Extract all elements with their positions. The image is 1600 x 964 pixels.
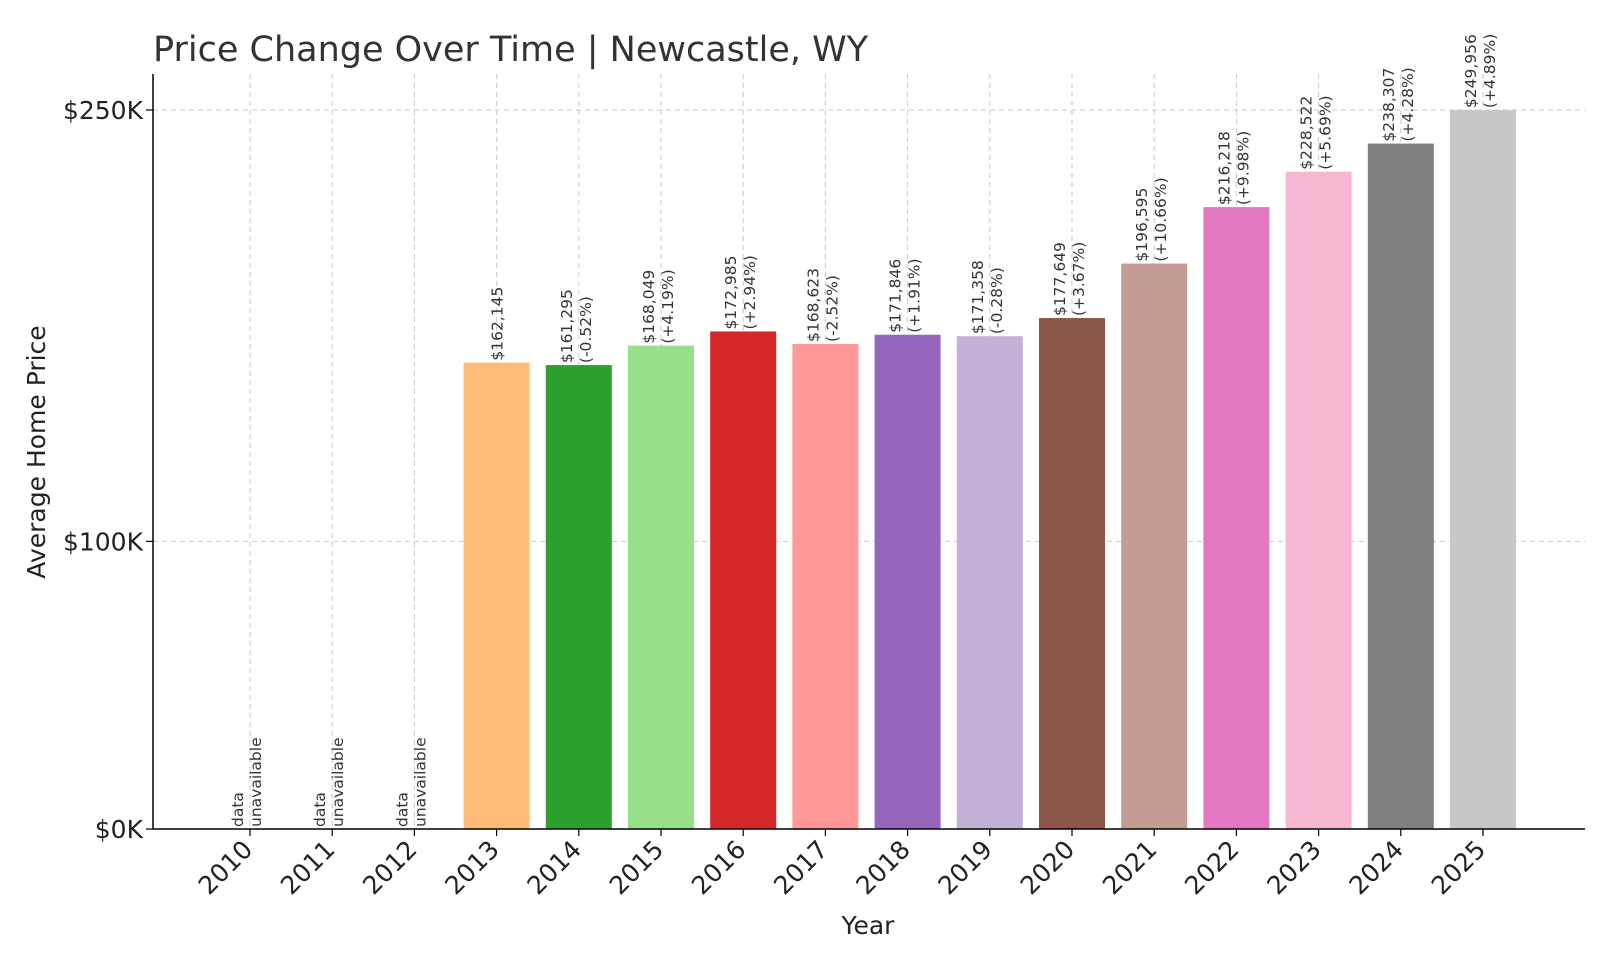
bar (792, 344, 859, 829)
change-label: (+4.19%) (659, 269, 677, 343)
value-label: $162,145 (489, 287, 507, 361)
change-label: (+5.69%) (1317, 95, 1335, 169)
x-tick-label: 2019 (933, 835, 998, 900)
x-tick-label: 2014 (522, 835, 587, 900)
value-label: $172,985 (722, 255, 740, 329)
unavailable-label: data (393, 792, 411, 827)
change-label: (+3.67%) (1070, 242, 1088, 316)
unavailable-label: unavailable (329, 737, 347, 827)
bar (1367, 143, 1434, 829)
value-label: $177,649 (1051, 242, 1069, 316)
axes-layer (152, 74, 1585, 830)
x-tick-label: 2021 (1097, 835, 1162, 900)
value-label: $168,623 (804, 268, 822, 342)
change-label: (+1.91%) (906, 258, 924, 332)
x-axis-label: Year (841, 911, 896, 940)
x-tick-label: 2016 (686, 835, 751, 900)
value-label: $216,218 (1215, 131, 1233, 205)
grid-layer (153, 74, 1585, 829)
unavailable-label: unavailable (247, 737, 265, 827)
unavailable-label: data (311, 792, 329, 827)
bar (1121, 263, 1188, 830)
y-ticks-layer: $0K $100K $250K (63, 96, 153, 844)
unavailable-label: unavailable (411, 737, 429, 827)
bar (956, 336, 1023, 829)
change-label: (+2.94%) (741, 255, 759, 329)
x-tick-label: 2020 (1015, 835, 1080, 900)
bar (1285, 171, 1352, 830)
x-tick-label: 2024 (1344, 835, 1409, 900)
change-label: (+4.89%) (1481, 34, 1499, 108)
value-label: $238,307 (1380, 68, 1398, 142)
data-labels-layer: data unavailable data unavailable data unavai… (229, 34, 1499, 827)
change-label: (+10.66%) (1152, 177, 1170, 261)
y-tick-label: $0K (95, 815, 144, 844)
x-tick-label: 2011 (275, 835, 340, 900)
change-label: (+4.28%) (1399, 67, 1417, 141)
bar (1203, 207, 1270, 829)
bar (545, 365, 612, 829)
value-label: $228,522 (1298, 96, 1316, 170)
change-label: (+9.98%) (1234, 131, 1252, 205)
x-tick-label: 2022 (1179, 835, 1244, 900)
change-label: (-0.52%) (577, 296, 595, 363)
x-tick-label: 2015 (604, 835, 669, 900)
bar (1450, 110, 1516, 830)
unavailable-label: data (229, 792, 247, 827)
value-label: $196,595 (1133, 188, 1151, 262)
value-label: $168,049 (640, 270, 658, 344)
y-tick-label: $250K (63, 96, 144, 125)
y-tick-label: $100K (63, 527, 144, 556)
change-label: (-0.28%) (988, 267, 1006, 334)
x-tick-label: 2025 (1426, 835, 1491, 900)
value-label: $171,846 (887, 259, 905, 333)
bar (1039, 318, 1105, 829)
x-tick-label: 2018 (850, 835, 915, 900)
x-tick-label: 2010 (193, 835, 258, 900)
x-tick-label: 2023 (1261, 835, 1326, 900)
bars-layer (463, 110, 1516, 830)
x-tick-label: 2013 (439, 835, 504, 900)
bar (463, 362, 530, 829)
value-label: $171,358 (969, 260, 987, 334)
bar (710, 331, 777, 829)
chart-title: Price Change Over Time | Newcastle, WY (153, 30, 869, 70)
value-label: $161,295 (558, 289, 576, 363)
x-ticks-layer: 2010 2011 2012 2013 2014 2015 2016 2017 2018 2019… (193, 829, 1491, 900)
bar (874, 334, 941, 829)
x-tick-label: 2017 (768, 835, 833, 900)
bar (628, 345, 694, 829)
change-label: (-2.52%) (823, 275, 841, 342)
x-tick-label: 2012 (357, 835, 422, 900)
y-axis-label: Average Home Price (22, 325, 51, 578)
value-label: $249,956 (1462, 34, 1480, 108)
